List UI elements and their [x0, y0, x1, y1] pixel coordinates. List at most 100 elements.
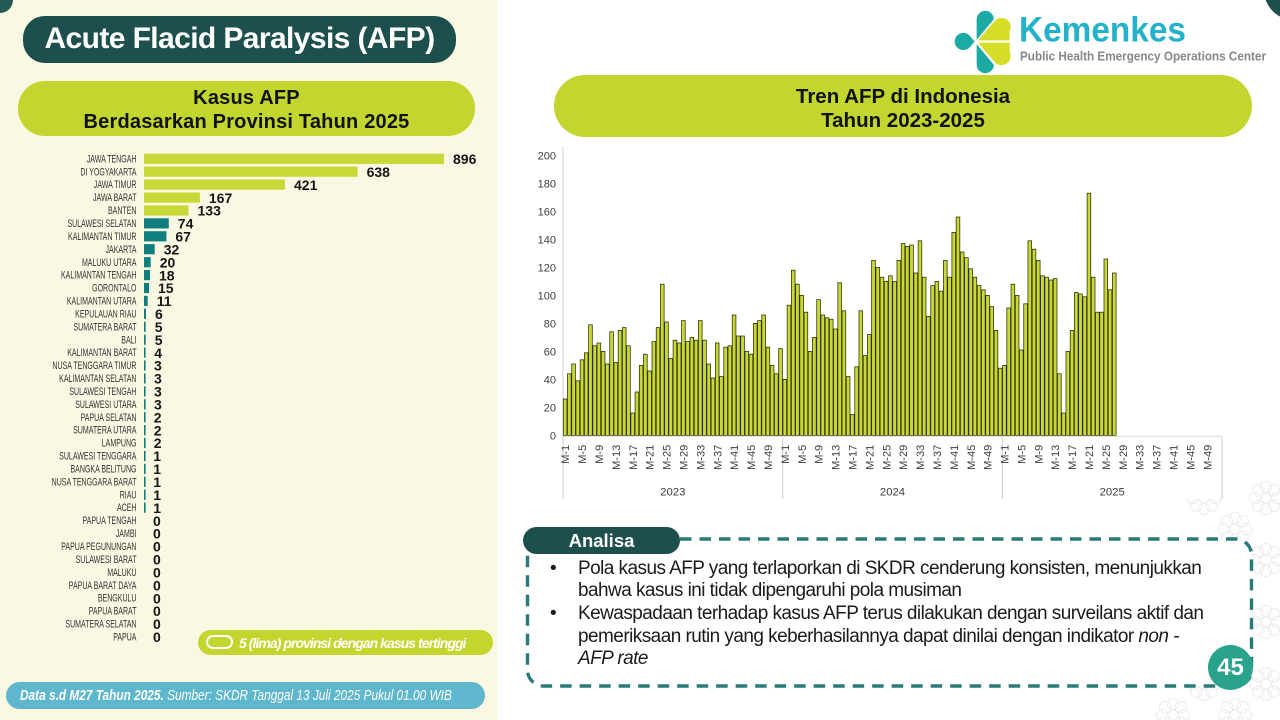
svg-text:1: 1 [153, 474, 161, 490]
svg-text:2: 2 [154, 435, 162, 451]
svg-text:M-25: M-25 [881, 445, 893, 470]
svg-text:SULAWESI SELATAN: SULAWESI SELATAN [67, 217, 136, 229]
svg-text:PAPUA TENGAH: PAPUA TENGAH [82, 515, 136, 527]
svg-text:M-13: M-13 [1050, 445, 1062, 470]
svg-text:GORONTALO: GORONTALO [92, 282, 136, 294]
svg-text:NUSA TENGGARA TIMUR: NUSA TENGGARA TIMUR [52, 360, 136, 372]
svg-text:M-9: M-9 [594, 445, 606, 464]
svg-text:M-1: M-1 [780, 445, 792, 464]
svg-text:M-5: M-5 [797, 445, 809, 464]
svg-text:133: 133 [198, 203, 222, 219]
svg-text:PAPUA BARAT DAYA: PAPUA BARAT DAYA [69, 579, 137, 591]
svg-text:M-41: M-41 [729, 445, 741, 470]
svg-text:SULAWESI UTARA: SULAWESI UTARA [75, 398, 137, 410]
svg-text:KALIMANTAN UTARA: KALIMANTAN UTARA [67, 295, 137, 307]
svg-text:M-49: M-49 [763, 445, 775, 470]
svg-text:20: 20 [160, 254, 176, 270]
svg-text:M-5: M-5 [1016, 445, 1028, 464]
svg-text:SULAWESI BARAT: SULAWESI BARAT [76, 553, 137, 565]
svg-text:1: 1 [153, 448, 161, 464]
svg-text:3: 3 [154, 371, 162, 387]
svg-text:5: 5 [155, 332, 163, 348]
svg-text:80: 80 [544, 318, 556, 330]
svg-text:MALUKU: MALUKU [107, 566, 136, 578]
svg-text:5: 5 [155, 319, 163, 335]
svg-text:67: 67 [175, 229, 191, 245]
svg-text:M-5: M-5 [577, 445, 589, 464]
svg-text:18: 18 [159, 267, 175, 283]
svg-text:200: 200 [538, 150, 556, 162]
svg-text:0: 0 [153, 526, 161, 542]
svg-text:M-9: M-9 [1033, 445, 1045, 464]
svg-text:15: 15 [158, 280, 174, 296]
svg-text:M-41: M-41 [949, 445, 961, 470]
svg-text:140: 140 [538, 234, 556, 246]
svg-text:M-29: M-29 [898, 445, 910, 470]
svg-text:40: 40 [544, 374, 556, 386]
svg-text:M-33: M-33 [695, 445, 707, 470]
svg-text:JAWA BARAT: JAWA BARAT [93, 192, 137, 204]
svg-text:M-49: M-49 [1202, 445, 1214, 470]
svg-text:0: 0 [153, 629, 161, 645]
svg-text:638: 638 [367, 164, 391, 180]
svg-text:KALIMANTAN BARAT: KALIMANTAN BARAT [67, 347, 137, 359]
svg-text:SUMATERA SELATAN: SUMATERA SELATAN [65, 618, 136, 630]
svg-text:M-37: M-37 [712, 445, 724, 470]
svg-text:0: 0 [153, 513, 161, 529]
svg-text:M-33: M-33 [1135, 445, 1147, 470]
svg-text:0: 0 [153, 577, 161, 593]
svg-text:0: 0 [153, 616, 161, 632]
svg-text:4: 4 [154, 345, 162, 361]
svg-text:M-21: M-21 [645, 445, 657, 470]
svg-text:0: 0 [153, 539, 161, 555]
svg-text:BALI: BALI [121, 334, 136, 346]
svg-text:JAWA TIMUR: JAWA TIMUR [94, 179, 137, 191]
svg-text:160: 160 [538, 206, 556, 218]
svg-text:SULAWESI TENGGARA: SULAWESI TENGGARA [59, 450, 137, 462]
svg-text:2025: 2025 [1100, 487, 1125, 499]
svg-text:PAPUA SELATAN: PAPUA SELATAN [81, 411, 137, 423]
svg-text:1: 1 [153, 461, 161, 477]
svg-text:0: 0 [153, 603, 161, 619]
svg-text:M-17: M-17 [1067, 445, 1079, 470]
svg-text:PAPUA PEGUNUNGAN: PAPUA PEGUNUNGAN [61, 540, 136, 552]
svg-text:421: 421 [294, 177, 318, 193]
svg-text:KEPULAUAN RIAU: KEPULAUAN RIAU [75, 308, 136, 320]
svg-text:74: 74 [178, 216, 194, 232]
svg-text:1: 1 [153, 487, 161, 503]
svg-text:6: 6 [155, 306, 163, 322]
svg-text:Kemenkes: Kemenkes [1019, 11, 1186, 50]
svg-text:0: 0 [550, 430, 556, 442]
svg-text:SUMATERA UTARA: SUMATERA UTARA [73, 424, 137, 436]
svg-text:MALUKU UTARA: MALUKU UTARA [82, 256, 137, 268]
svg-text:JAWA TENGAH: JAWA TENGAH [87, 153, 137, 165]
svg-text:0: 0 [153, 564, 161, 580]
svg-text:JAMBI: JAMBI [116, 528, 137, 540]
svg-text:RIAU: RIAU [120, 489, 137, 501]
svg-text:M-21: M-21 [864, 445, 876, 470]
svg-text:M-25: M-25 [662, 445, 674, 470]
svg-text:167: 167 [209, 190, 233, 206]
svg-text:M-1: M-1 [560, 445, 572, 464]
svg-text:20: 20 [544, 402, 556, 414]
svg-text:896: 896 [453, 151, 477, 167]
svg-text:NUSA TENGGARA BARAT: NUSA TENGGARA BARAT [52, 476, 137, 488]
svg-text:3: 3 [154, 397, 162, 413]
svg-text:KALIMANTAN TENGAH: KALIMANTAN TENGAH [61, 269, 137, 281]
svg-text:M-29: M-29 [1118, 445, 1130, 470]
svg-text:M-13: M-13 [611, 445, 623, 470]
svg-text:60: 60 [544, 346, 556, 358]
svg-text:KALIMANTAN TIMUR: KALIMANTAN TIMUR [68, 230, 137, 242]
svg-text:M-37: M-37 [932, 445, 944, 470]
svg-text:M-25: M-25 [1101, 445, 1113, 470]
svg-text:M-9: M-9 [814, 445, 826, 464]
svg-text:SUMATERA BARAT: SUMATERA BARAT [73, 321, 136, 333]
svg-text:LAMPUNG: LAMPUNG [102, 437, 137, 449]
svg-text:M-33: M-33 [915, 445, 927, 470]
svg-text:SULAWESI TENGAH: SULAWESI TENGAH [69, 385, 136, 397]
svg-text:2023: 2023 [660, 487, 685, 499]
svg-text:M-13: M-13 [831, 445, 843, 470]
svg-text:BENGKULU: BENGKULU [98, 592, 137, 604]
svg-text:3: 3 [154, 358, 162, 374]
svg-text:M-45: M-45 [1185, 445, 1197, 470]
